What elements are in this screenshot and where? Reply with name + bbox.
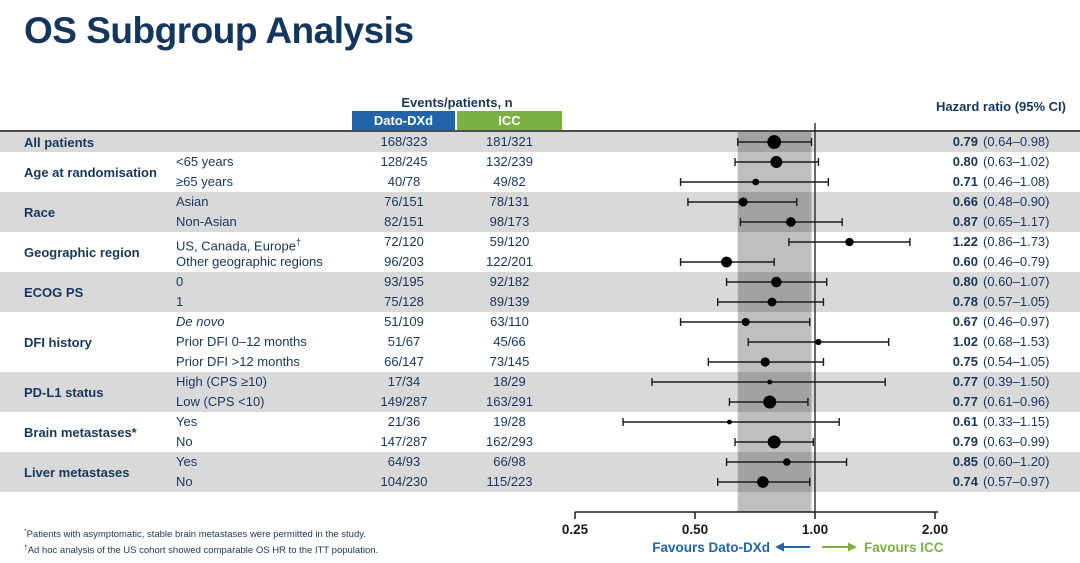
group-label: ECOG PS — [24, 284, 84, 300]
arm-header-icc: ICC — [457, 111, 562, 130]
dato-dxd-value: 147/287 — [380, 434, 428, 449]
subgroup-label: De novo — [176, 314, 225, 329]
hr-ci-value: 0.85 (0.60–1.20) — [952, 454, 1050, 469]
dato-dxd-value: 17/34 — [387, 374, 421, 389]
group-stripe — [0, 132, 1080, 152]
hr-ci-value: 0.71 (0.46–1.08) — [952, 174, 1050, 189]
subgroup-label: Low (CPS <10) — [176, 394, 265, 409]
icc-value: 45/66 — [493, 334, 526, 349]
group-label: All patients — [24, 134, 95, 150]
group-stripe — [0, 192, 1080, 232]
icc-value: 59/120 — [489, 234, 530, 249]
subgroup-label: No — [176, 474, 193, 489]
icc-value: 181/321 — [486, 134, 533, 149]
group-stripe — [0, 272, 1080, 312]
icc-value: 49/82 — [493, 174, 526, 189]
group-label: PD-L1 status — [24, 384, 104, 400]
subgroup-label — [176, 132, 352, 152]
icc-value: 98/173 — [489, 214, 530, 229]
subgroup-label: 1 — [176, 294, 184, 309]
dato-dxd-value: 72/120 — [384, 234, 424, 249]
page-title: OS Subgroup Analysis — [24, 10, 414, 51]
subgroup-label: Non-Asian — [176, 214, 237, 229]
dato-dxd-value: 93/195 — [384, 274, 424, 289]
subgroup-label: No — [176, 434, 193, 449]
dato-dxd-value: 66/147 — [384, 354, 424, 369]
dato-dxd-value: 21/36 — [387, 414, 421, 429]
dato-dxd-value: 82/151 — [384, 214, 424, 229]
icc-value: 122/201 — [486, 254, 533, 269]
dato-dxd-value: 168/323 — [380, 134, 428, 149]
dato-dxd-value: 51/67 — [387, 334, 421, 349]
subgroup-label: Other geographic regions — [176, 254, 323, 269]
dato-dxd-value: 96/203 — [384, 254, 424, 269]
hr-ci-value: 0.77 (0.39–1.50) — [952, 374, 1050, 389]
events-patients-header: Events/patients, n — [401, 95, 513, 110]
icc-value: 115/223 — [486, 474, 533, 489]
hr-ci-value: 0.61 (0.33–1.15) — [952, 414, 1050, 429]
subgroup-label: <65 years — [176, 154, 234, 169]
dato-dxd-value: 76/151 — [384, 194, 424, 209]
arm-header-dato-dxd: Dato-DXd — [352, 111, 455, 130]
icc-value: 132/239 — [486, 154, 533, 169]
group-label: Liver metastases — [24, 464, 130, 480]
hr-ci-value: 0.80 (0.63–1.02) — [952, 154, 1050, 169]
subgroup-label: Yes — [176, 454, 198, 469]
hr-ci-value: 0.87 (0.65–1.17) — [952, 214, 1050, 229]
icc-value: 163/291 — [486, 394, 533, 409]
hr-ci-value: 1.22 (0.86–1.73) — [952, 234, 1050, 249]
footnote-line: †Ad hoc analysis of the US cohort showed… — [24, 543, 379, 556]
hr-ci-value: 0.79 (0.63–0.99) — [952, 434, 1050, 449]
subgroup-label: US, Canada, Europe† — [176, 237, 302, 254]
footnotes: *Patients with asymptomatic, stable brai… — [24, 526, 378, 557]
hr-ci-value: 0.74 (0.57–0.97) — [952, 474, 1050, 489]
dato-dxd-value: 40/78 — [387, 174, 421, 189]
hr-ci-value: 0.78 (0.57–1.05) — [952, 294, 1050, 309]
hr-ci-value: 0.75 (0.54–1.05) — [952, 354, 1050, 369]
subgroup-label: Prior DFI >12 months — [176, 354, 300, 369]
dato-dxd-value: 128/245 — [380, 154, 428, 169]
hr-ci-value: 0.60 (0.46–0.79) — [952, 254, 1050, 269]
icc-value: 89/139 — [489, 294, 530, 309]
hr-ci-value: 0.77 (0.61–0.96) — [952, 394, 1050, 409]
icc-value: 162/293 — [486, 434, 533, 449]
subgroup-label: 0 — [176, 274, 184, 289]
group-stripe — [0, 452, 1080, 492]
dato-dxd-value: 51/109 — [384, 314, 424, 329]
subgroup-label: High (CPS ≥10) — [176, 374, 267, 389]
icc-value: 66/98 — [493, 454, 526, 469]
dato-dxd-value: 75/128 — [384, 294, 424, 309]
hr-ci-value: 0.79 (0.64–0.98) — [952, 134, 1050, 149]
icc-value: 73/145 — [489, 354, 530, 369]
subgroup-label: Asian — [176, 194, 209, 209]
group-label: DFI history — [24, 334, 92, 350]
group-stripe — [0, 372, 1080, 412]
subgroup-label: ≥65 years — [176, 174, 233, 189]
hr-ci-value: 0.80 (0.60–1.07) — [952, 274, 1050, 289]
hr-ci-value: 1.02 (0.68–1.53) — [952, 334, 1050, 349]
dato-dxd-value: 64/93 — [387, 454, 421, 469]
icc-value: 92/182 — [489, 274, 530, 289]
dato-dxd-value: 149/287 — [380, 394, 428, 409]
footnote-line: *Patients with asymptomatic, stable brai… — [24, 528, 366, 541]
icc-value: 78/131 — [489, 194, 530, 209]
group-label: Age at randomisation — [24, 164, 157, 180]
subgroup-label: Prior DFI 0–12 months — [176, 334, 307, 349]
icc-value: 63/110 — [490, 314, 529, 329]
subgroup-label: Yes — [176, 414, 198, 429]
hr-ci-value: 0.66 (0.48–0.90) — [952, 194, 1050, 209]
dato-dxd-value: 104/230 — [380, 474, 428, 489]
header-rule — [0, 130, 1080, 132]
hr-ci-value: 0.67 (0.46–0.97) — [952, 314, 1050, 329]
group-label: Race — [24, 204, 56, 220]
group-label: Geographic region — [24, 244, 140, 260]
group-label: Brain metastases* — [24, 424, 137, 440]
icc-value: 19/28 — [493, 414, 526, 429]
icc-value: 18/29 — [493, 374, 526, 389]
hazard-ratio-header: Hazard ratio (95% CI) — [935, 99, 1066, 114]
